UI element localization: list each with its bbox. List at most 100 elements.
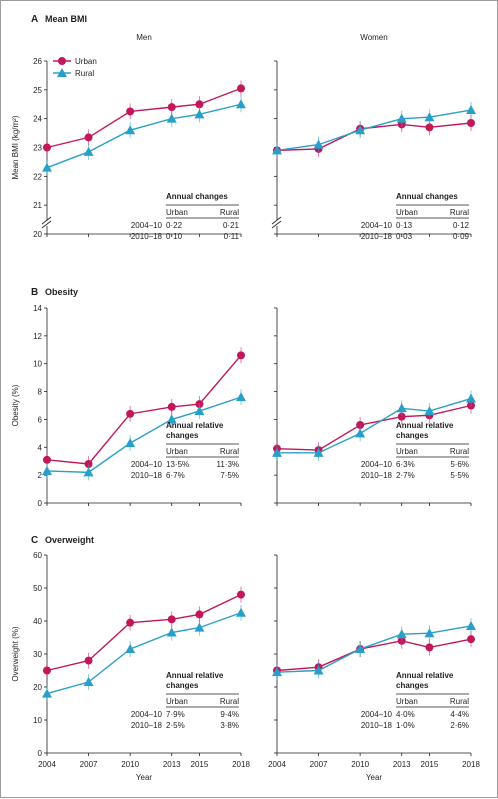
panel-title: Overweight xyxy=(45,535,94,545)
legend-marker-rural xyxy=(57,68,67,77)
series-line-urban xyxy=(46,593,242,672)
y-tick-label: 0 xyxy=(38,499,43,508)
axis-break-mark xyxy=(41,216,52,225)
data-point-urban xyxy=(43,666,51,675)
data-point-urban xyxy=(43,143,51,152)
subplot-women: 2004 2007 2010 2013 2015 2018 Year Annual relat… xyxy=(268,554,480,782)
table-cell-rural: 7·5% xyxy=(220,471,239,480)
y-tick-label: 40 xyxy=(33,617,42,626)
data-point-rural xyxy=(313,665,324,675)
y-axis-label: Obesity (%) xyxy=(11,384,20,426)
table-cell-rural: 0·12 xyxy=(453,221,470,230)
table-cell-rural: 0·11 xyxy=(224,232,240,241)
y-axis-label: Mean BMI (kg/m²) xyxy=(11,115,20,179)
table-col-urban: Urban xyxy=(396,697,418,706)
table-cell-urban: 2·5% xyxy=(166,721,185,730)
series-line-rural xyxy=(46,612,242,695)
y-axis-label: Overweight (%) xyxy=(11,626,20,681)
subplot-title: Women xyxy=(360,33,387,42)
data-point-rural xyxy=(424,406,435,416)
data-point-rural xyxy=(313,447,324,457)
data-point-rural xyxy=(236,607,246,617)
table-row-label: 2004–10 xyxy=(131,460,163,469)
y-tick-label: 10 xyxy=(33,360,42,369)
data-point-rural xyxy=(355,644,366,654)
panel-b: B Obesity Obesity (%) 0 2 4 6 8 10 12 14 Annual rel… xyxy=(11,287,476,508)
table-cell-rural: 9·4% xyxy=(220,710,239,719)
data-point-rural xyxy=(194,109,205,119)
data-point-urban xyxy=(167,615,176,624)
x-tick-label: 2007 xyxy=(310,760,328,769)
legend-marker-urban xyxy=(58,57,66,65)
table-cell-rural: 5·6% xyxy=(450,460,469,469)
panel-letter: B xyxy=(31,287,38,298)
axis-break-gap xyxy=(273,220,281,226)
table-cell-urban: 4·0% xyxy=(396,710,415,719)
table-col-urban: Urban xyxy=(166,697,188,706)
table-title: Annual relative xyxy=(166,671,224,680)
table-title: Annual changes xyxy=(166,192,228,201)
x-tick-label: 2015 xyxy=(421,760,439,769)
data-point-rural xyxy=(396,113,407,123)
table-cell-rural: 4·4% xyxy=(450,710,469,719)
data-point-urban xyxy=(126,618,135,627)
subplot-men: 0 10 20 30 40 50 60 2004 2007 2010 2013 2015 2018 Yea… xyxy=(33,551,250,782)
table-row-label: 2010–18 xyxy=(361,721,393,730)
data-point-rural xyxy=(83,677,94,687)
table-row-label: 2004–10 xyxy=(361,221,393,230)
y-tick-label: 10 xyxy=(33,716,42,725)
data-point-rural xyxy=(466,620,476,630)
table-cell-rural: 2·6% xyxy=(450,721,469,730)
data-point-urban xyxy=(43,455,51,464)
x-tick-label: 2004 xyxy=(268,760,286,769)
annual-changes-table: Annual changes Urban Rural 2004–10 0·22 0·21 2… xyxy=(131,192,240,241)
x-tick-label: 2015 xyxy=(191,760,209,769)
table-row-label: 2010–18 xyxy=(131,721,163,730)
table-col-urban: Urban xyxy=(396,208,418,217)
table-col-urban: Urban xyxy=(396,447,418,456)
data-point-urban xyxy=(167,103,176,112)
data-point-rural xyxy=(236,392,246,402)
y-tick-label: 50 xyxy=(33,584,42,593)
table-cell-rural: 0·21 xyxy=(223,221,240,230)
table-cell-urban: 6·3% xyxy=(396,460,415,469)
data-point-urban xyxy=(356,421,365,429)
table-row-label: 2004–10 xyxy=(361,460,393,469)
table-row-label: 2004–10 xyxy=(361,710,393,719)
x-tick-label: 2004 xyxy=(38,760,56,769)
y-tick-label: 20 xyxy=(33,683,42,692)
table-cell-urban: 0·03 xyxy=(396,232,413,241)
data-point-rural xyxy=(166,414,177,424)
data-point-rural xyxy=(396,403,407,413)
table-title: changes xyxy=(396,431,429,440)
panel-title: Mean BMI xyxy=(45,14,87,24)
panel-title: Obesity xyxy=(45,287,78,297)
data-point-rural xyxy=(396,629,407,639)
series-line-rural xyxy=(276,109,472,152)
data-point-urban xyxy=(237,590,245,599)
data-point-rural xyxy=(125,438,136,448)
data-point-urban xyxy=(237,351,245,360)
y-tick-label: 22 xyxy=(33,172,42,181)
table-row-label: 2010–18 xyxy=(131,471,163,480)
x-tick-label: 2010 xyxy=(121,760,139,769)
table-col-rural: Rural xyxy=(450,447,469,456)
y-tick-label: 30 xyxy=(33,650,42,659)
series-line-urban xyxy=(46,354,242,465)
data-point-urban xyxy=(467,635,475,644)
data-point-urban xyxy=(84,656,93,665)
table-col-urban: Urban xyxy=(166,208,188,217)
subplot-women: Women Annual changes Urban Rural 2004–10 0·13… xyxy=(271,33,476,241)
y-tick-label: 21 xyxy=(33,201,42,210)
axis-break-mark xyxy=(41,220,52,229)
data-point-rural xyxy=(125,125,136,135)
table-cell-urban: 7·9% xyxy=(166,710,185,719)
data-point-rural xyxy=(355,428,366,438)
table-cell-urban: 2·7% xyxy=(396,471,415,480)
table-title: Annual relative xyxy=(396,671,454,680)
table-col-rural: Rural xyxy=(450,208,469,217)
table-row-label: 2010–18 xyxy=(361,471,393,480)
data-point-urban xyxy=(84,460,93,468)
